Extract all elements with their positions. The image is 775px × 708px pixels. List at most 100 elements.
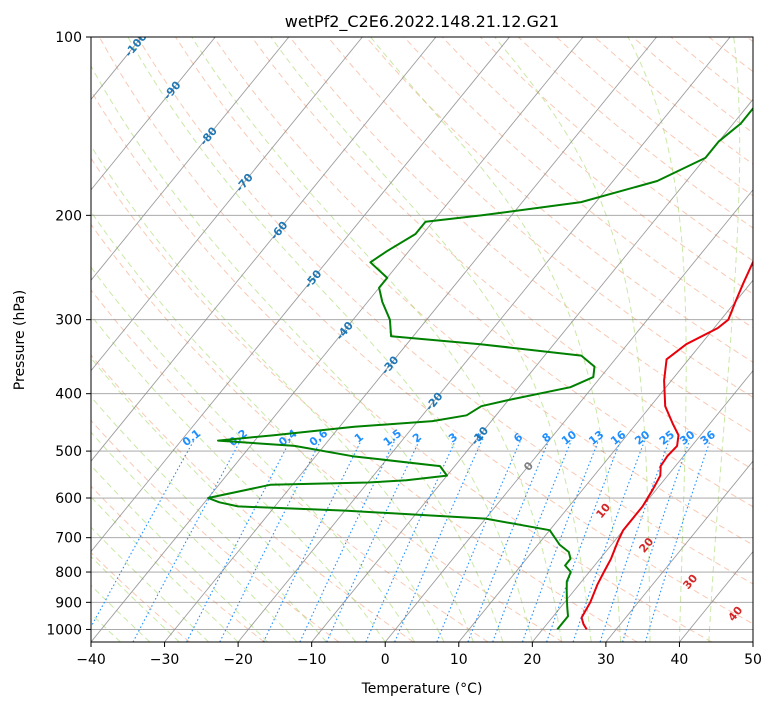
isotherm-line (164, 37, 657, 642)
isotherm-line (0, 37, 68, 642)
mixing-ratio-line (622, 440, 691, 642)
dry-adiabat (327, 37, 753, 398)
y-tick-label: 800 (55, 565, 82, 581)
moist-adiabat (708, 37, 741, 642)
moist-adiabat (91, 357, 357, 642)
mixing-ratio-label: 10 (559, 428, 579, 448)
y-tick-label: 100 (55, 30, 82, 46)
dry-adiabat (441, 37, 753, 295)
isotherm-label: -70 (233, 171, 256, 195)
mixing-ratio-label: 20 (632, 428, 652, 448)
mixing-ratio-label: 2 (410, 430, 424, 445)
isotherm-line (605, 460, 753, 642)
dry-adiabat (594, 37, 753, 165)
x-tick-label: −10 (297, 652, 327, 668)
moist-adiabat (627, 37, 687, 642)
temperature-line (580, 259, 753, 630)
dry-adiabat (746, 37, 753, 43)
y-tick-label: 400 (55, 387, 82, 403)
moist-adiabat-label: 10 (593, 501, 613, 521)
mixing-ratio-line (91, 440, 195, 629)
moist-adiabat (127, 37, 533, 642)
y-tick-label: 300 (55, 313, 82, 329)
dry-adiabat (213, 37, 753, 508)
dry-adiabat (91, 485, 265, 642)
y-axis-label: Pressure (hPa) (12, 290, 28, 390)
x-tick-label: 50 (744, 652, 762, 668)
moist-adiabat (91, 555, 180, 642)
y-tick-label: 900 (55, 595, 82, 611)
mixing-ratio-label: 13 (586, 428, 606, 448)
moist-adiabat (91, 314, 386, 642)
mixing-ratio-label: 0.1 (180, 427, 203, 449)
moist-adiabat (370, 37, 622, 642)
dry-adiabat (289, 37, 753, 434)
sounding-series (207, 106, 753, 631)
background-lines (0, 37, 753, 642)
mixing-ratio-line (326, 440, 420, 642)
x-tick-label: −40 (76, 652, 106, 668)
isotherm-line (91, 37, 437, 462)
mixing-ratio-line (572, 440, 646, 642)
isotherm-line (91, 37, 290, 281)
mixing-ratio-line (365, 440, 456, 642)
isotherm-line (91, 37, 216, 191)
dry-adiabat (136, 37, 753, 585)
pressure-gridlines (91, 37, 753, 630)
x-tick-label: −20 (223, 652, 253, 668)
mixing-ratio-label: 25 (657, 428, 677, 448)
mixing-ratio-label: 3 (446, 430, 460, 445)
moist-adiabat (91, 210, 445, 642)
isotherm-line (91, 37, 510, 553)
mixing-ratio-label: 1 (352, 430, 366, 445)
x-tick-label: 40 (671, 652, 689, 668)
x-tick-label: 10 (450, 652, 468, 668)
moist-adiabat (91, 496, 239, 642)
mixing-ratio-label: 16 (608, 428, 628, 448)
dry-adiabat (91, 289, 489, 642)
isotherm-label: -50 (302, 267, 325, 291)
mixing-ratio-line (521, 440, 600, 642)
dry-adiabat (251, 37, 753, 471)
moist-adiabat (494, 37, 651, 642)
isotherm-line (91, 37, 584, 642)
dry-adiabat (91, 551, 191, 642)
moist-adiabat (91, 145, 474, 642)
dry-adiabat (632, 37, 753, 134)
mixing-ratio-line (546, 440, 622, 642)
dry-adiabat (98, 37, 753, 625)
chart-title: wetPf2_C2E6.2022.148.21.12.G21 (285, 12, 559, 32)
isotherm-line (237, 37, 731, 642)
mixing-ratio-line (186, 440, 291, 642)
dry-adiabat (91, 419, 340, 642)
moist-adiabat (270, 37, 592, 642)
y-tick-label: 200 (55, 208, 82, 224)
isopleth-labels: 0.1 0.2 0.4 0.6 1 1.5 2 3 4 6 8 10 13 16 20 25 30 36-100-… (122, 30, 746, 624)
isotherm-line (91, 37, 363, 372)
isotherm-label: -100 (122, 30, 150, 60)
mixing-ratio-line (219, 440, 322, 642)
moist-adiabat (191, 37, 563, 642)
mixing-ratio-line (132, 440, 241, 642)
mixing-ratio-label: 1.5 (381, 427, 404, 449)
moist-adiabat-label: 40 (726, 604, 746, 624)
y-tick-label: 500 (55, 444, 82, 460)
y-axis-ticks: 100 200 300 400 500 600 700 800 900 1000 (46, 30, 91, 638)
y-tick-label: 1000 (46, 622, 82, 638)
x-axis-ticks: −40 −30 −20 −10 0 10 20 30 40 50 (76, 642, 762, 668)
x-tick-label: 20 (523, 652, 541, 668)
moist-adiabat (91, 65, 504, 642)
isotherm-line (752, 641, 753, 642)
dry-adiabat (403, 37, 753, 329)
x-axis-label: Temperature (°C) (361, 681, 483, 697)
isotherm-line (458, 279, 753, 642)
x-tick-label: −30 (150, 652, 180, 668)
moist-adiabat (91, 396, 327, 642)
mixing-ratio-line (644, 440, 711, 642)
plot-frame (90, 36, 754, 643)
moist-adiabat (91, 266, 416, 642)
dry-adiabat (91, 157, 638, 642)
dry-adiabat (556, 37, 753, 197)
isotherm-line (384, 189, 753, 642)
